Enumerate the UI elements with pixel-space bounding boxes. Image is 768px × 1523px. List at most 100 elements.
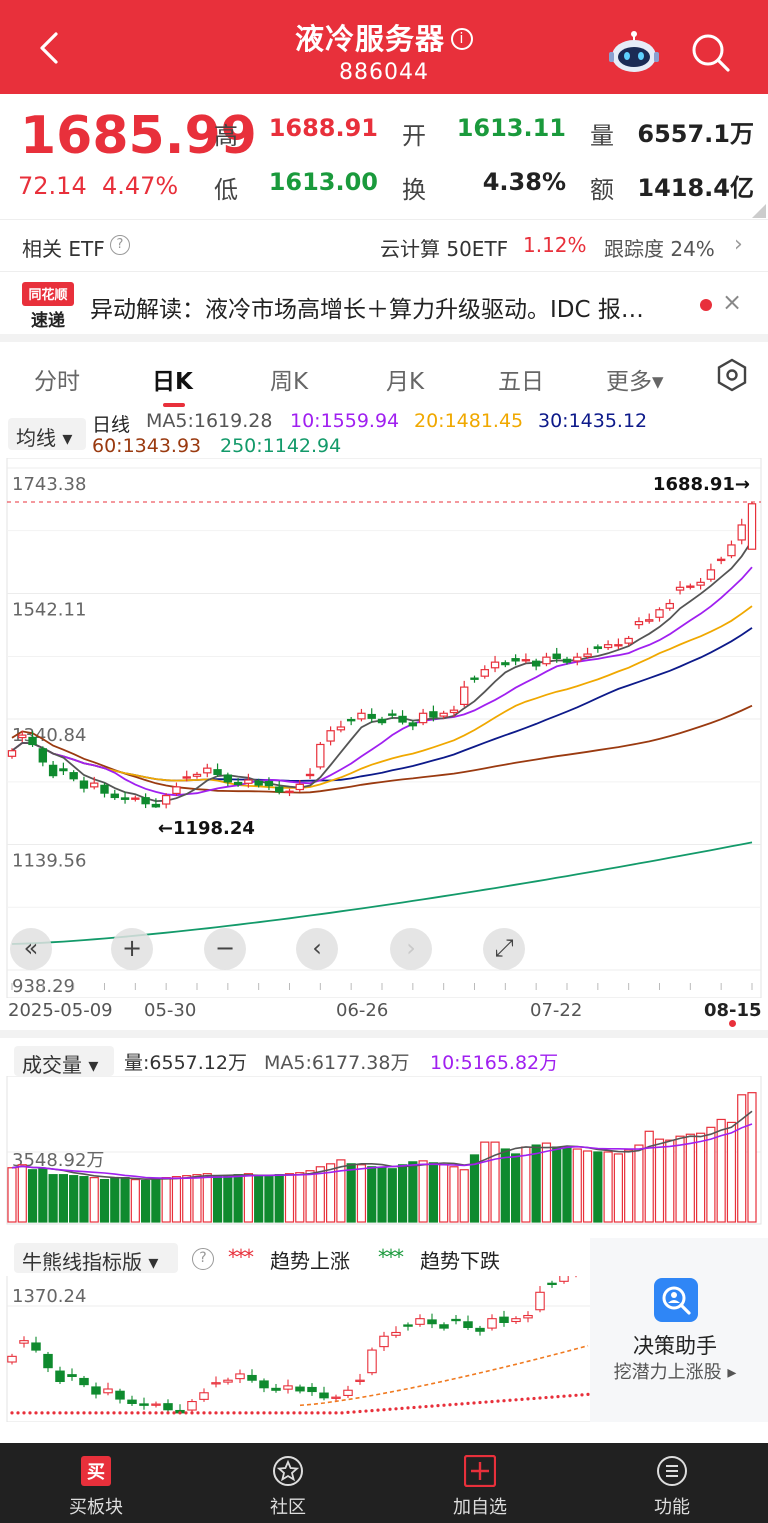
volume-bar [315,1166,325,1223]
volume-bar [326,1163,336,1223]
turnover-value: 4.38% [482,168,566,196]
bullbear-frame [6,1276,592,1422]
candle-body [38,748,48,763]
trend-dot [394,1407,398,1411]
trend-dot [274,1411,278,1415]
settings-hexagon-icon[interactable] [716,358,748,392]
volume-bar [367,1166,377,1223]
candle-body [100,784,109,794]
candle-body [141,797,150,805]
mini-candle-body [151,1403,161,1406]
volume-value: 6557.1万 [637,120,754,148]
trend-dot [46,1411,50,1415]
mini-candle-body [523,1314,533,1319]
tab-more[interactable]: 更多▾ [606,369,664,395]
trend-dot [58,1411,62,1415]
search-icon[interactable] [688,30,732,74]
volume-bar [17,1164,27,1223]
news-banner[interactable]: 同花顺 速递 异动解读：液冷市场高增长＋算力升级驱动。IDC 报… × [0,272,768,342]
volume-bar [110,1178,120,1223]
assistant-subtitle: 挖潜力上涨股 ▸ [613,1362,737,1383]
nav-label-community: 社区 [270,1497,306,1518]
mini-candle-body [355,1379,365,1382]
nav-buy-sector[interactable]: 买 买板块 [0,1443,192,1523]
mini-candle-body [307,1386,317,1393]
zoom-in-button[interactable]: + [111,928,153,970]
volume-bar [428,1162,438,1223]
tab-daily-k[interactable]: 日K [152,369,193,395]
candle-body [624,637,633,644]
volume-bar [161,1177,171,1223]
candle-body [665,602,674,609]
trend-dot [484,1400,488,1404]
tab-five-day[interactable]: 五日 [498,369,544,395]
help-icon[interactable]: ? [192,1248,214,1270]
tab-intraday[interactable]: 分时 [34,369,80,395]
mini-candle-body [343,1389,353,1396]
back-arrow-icon[interactable] [30,28,70,68]
close-icon[interactable]: × [722,288,743,316]
volume-bar [685,1133,695,1223]
mini-candle-body [91,1386,101,1395]
trend-dot [436,1404,440,1408]
bullbear-trend-line [299,1344,589,1407]
tab-weekly-k[interactable]: 周K [270,369,309,395]
mini-candle-body [199,1392,209,1400]
move-right-button[interactable]: › [390,928,432,970]
trend-dot [472,1401,476,1405]
news-text: 异动解读：液冷市场高增长＋算力升级驱动。IDC 报… [90,297,644,323]
date-label-1: 05-30 [144,1000,197,1021]
decision-assistant-card[interactable]: 决策助手 挖潜力上涨股 ▸ [590,1238,768,1422]
mini-candle-body [247,1374,257,1381]
scroll-to-start-button[interactable]: « [10,928,52,970]
trend-dot [406,1406,410,1410]
trend-dot [28,1411,32,1415]
mini-candle-body [259,1380,269,1389]
volume-ma5: MA5:6177.38万 [264,1052,410,1074]
zoom-out-button[interactable]: − [204,928,246,970]
tab-monthly-k[interactable]: 月K [386,369,425,395]
date-label-2: 06-26 [336,1000,389,1021]
candle-body [716,558,726,562]
nav-community[interactable]: 社区 [192,1443,384,1523]
stock-code: 886044 [339,60,429,85]
trend-dot [172,1411,176,1415]
trend-dot [82,1411,86,1415]
mini-candle-body [115,1390,125,1400]
legend-ma10: 10:1559.94 [290,410,400,432]
trend-dot [382,1408,386,1412]
mini-candle-body [511,1318,521,1323]
unread-dot [700,299,712,311]
bullbear-chart[interactable]: 1370.24 [0,1276,592,1422]
trend-dot [292,1411,296,1415]
fullscreen-button[interactable]: ⤢ [483,928,525,970]
volume-bar [264,1176,274,1223]
bullbear-selector[interactable]: 牛熊线指标版 ▾ [14,1243,178,1274]
info-icon[interactable]: i [451,28,473,50]
trend-dot [352,1410,356,1414]
trend-dot [550,1395,554,1399]
help-icon[interactable]: ? [110,235,130,255]
move-left-button[interactable]: ‹ [296,928,338,970]
robot-assistant-icon[interactable] [608,30,660,74]
related-etf-row[interactable]: 相关 ETF ? 云计算 50ETF 1.12% 跟踪度 24% › [0,220,768,272]
volume-chart[interactable]: 3548.92万 [0,1076,768,1230]
nav-functions[interactable]: 功能 [576,1443,768,1523]
kline-chart[interactable]: 1743.381542.111340.841139.56938.291688.9… [0,458,768,998]
active-tab-indicator [163,403,185,407]
corner-fold-icon [752,204,766,218]
mini-candle-body [559,1276,569,1282]
trend-dot [184,1411,188,1415]
candle-body [398,715,407,723]
mini-candle-body [79,1377,89,1386]
candle-body [346,718,356,722]
trend-dot [262,1411,266,1415]
trend-dot [466,1401,470,1406]
trend-dot [142,1411,146,1415]
nav-add-watchlist[interactable]: 加自选 [384,1443,576,1523]
y-tick-label: 1542.11 [12,599,86,620]
mini-candle-body [271,1387,281,1391]
candle-body [244,779,253,784]
ma-selector[interactable]: 均线 ▾ [8,418,86,450]
volume-selector[interactable]: 成交量 ▾ [14,1046,114,1077]
